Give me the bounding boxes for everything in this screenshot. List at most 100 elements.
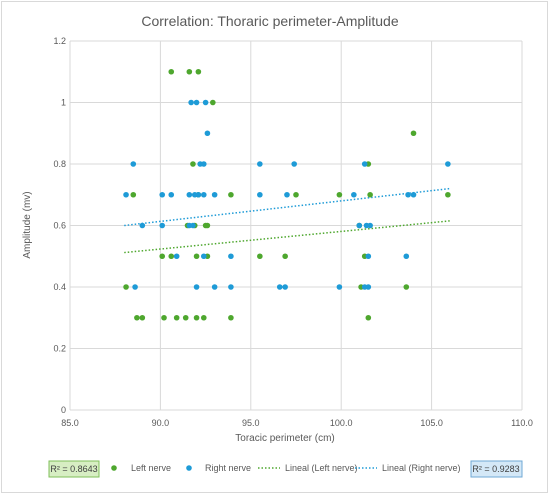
data-point-right-nerve: [284, 191, 290, 198]
data-point-right-nerve: [351, 191, 357, 198]
data-point-left-nerve: [130, 191, 137, 198]
data-point-left-nerve: [193, 253, 200, 260]
data-point-left-nerve: [123, 284, 129, 290]
r2-box-right: [470, 460, 523, 478]
r2-box-left: [48, 460, 100, 478]
data-point-right-nerve: [365, 253, 372, 260]
y-tick-label: 1.2: [53, 36, 66, 46]
data-point-left-nerve: [293, 191, 299, 198]
data-point-left-nerve: [168, 253, 175, 260]
y-tick-label: 0: [61, 405, 66, 415]
data-point-left-nerve: [336, 191, 343, 198]
y-tick-label: 0.6: [53, 221, 66, 231]
data-point-right-nerve: [211, 191, 218, 198]
data-point-right-nerve: [193, 99, 200, 106]
data-point-right-nerve: [367, 222, 373, 229]
data-point-right-nerve: [410, 191, 417, 198]
legend-label-trendline-left: Lineal (Left nerve): [285, 463, 358, 473]
x-tick-label: 90.0: [152, 418, 170, 428]
data-point-left-nerve: [365, 314, 372, 321]
data-point-right-nerve: [228, 284, 234, 290]
data-point-left-nerve: [228, 314, 234, 321]
data-point-left-nerve: [410, 130, 417, 137]
data-point-right-nerve: [336, 284, 343, 290]
x-tick-label: 100.0: [330, 418, 353, 428]
data-point-left-nerve: [159, 253, 166, 260]
y-tick-label: 1: [61, 98, 66, 108]
x-tick-label: 95.0: [242, 418, 260, 428]
legend-label-trendline-right: Lineal (Right nerve): [382, 463, 461, 473]
data-point-right-nerve: [204, 130, 211, 137]
data-point-right-nerve: [200, 161, 207, 167]
data-point-right-nerve: [193, 284, 200, 290]
y-tick-label: 0.2: [53, 344, 66, 354]
data-point-right-nerve: [257, 161, 263, 167]
data-point-right-nerve: [228, 253, 234, 260]
data-point-left-nerve: [190, 161, 196, 167]
data-point-right-nerve: [195, 191, 202, 198]
data-point-left-nerve: [134, 314, 140, 321]
data-point-right-nerve: [291, 161, 297, 167]
data-point-right-nerve: [356, 222, 363, 229]
x-axis-tick-labels: 85.0 90.0 95.0 100.0 105.0 110.0: [61, 418, 533, 428]
data-point-left-nerve: [210, 99, 216, 106]
data-point-left-nerve: [403, 284, 410, 290]
r2-label-right: R² = 0.9283: [470, 460, 523, 478]
legend-marker-left-nerve: [111, 465, 117, 471]
data-point-right-nerve: [202, 99, 209, 106]
data-point-right-nerve: [276, 284, 283, 290]
legend-marker-right-nerve: [186, 465, 192, 471]
data-point-right-nerve: [188, 99, 194, 106]
r2-text-left: R² = 0.8643: [50, 464, 97, 474]
data-point-right-nerve: [365, 284, 372, 290]
r2-label-left: R² = 0.8643: [48, 460, 100, 478]
data-point-right-nerve: [257, 191, 263, 198]
data-points: [123, 68, 451, 321]
data-point-right-nerve: [200, 253, 207, 260]
data-point-right-nerve: [282, 284, 288, 290]
r2-text-right: R² = 0.9283: [472, 464, 519, 474]
data-point-left-nerve: [173, 314, 180, 321]
data-point-left-nerve: [139, 314, 146, 321]
data-point-right-nerve: [403, 253, 410, 260]
data-point-right-nerve: [159, 222, 166, 229]
chart-frame: [1, 1, 548, 493]
y-tick-label: 0.8: [53, 159, 66, 169]
data-point-left-nerve: [445, 191, 451, 198]
data-point-right-nerve: [190, 222, 196, 229]
data-point-right-nerve: [132, 284, 138, 290]
legend: Left nerve Right nerve Lineal (Left nerv…: [111, 463, 461, 473]
x-tick-label: 85.0: [61, 418, 79, 428]
x-tick-label: 110.0: [511, 418, 533, 428]
data-point-right-nerve: [139, 222, 146, 229]
data-point-left-nerve: [200, 314, 207, 321]
data-point-right-nerve: [123, 191, 129, 198]
data-point-right-nerve: [405, 191, 411, 198]
data-point-left-nerve: [161, 314, 167, 321]
chart-title: Correlation: Thoraric perimeter-Amplitud…: [141, 13, 398, 29]
data-point-left-nerve: [195, 68, 202, 75]
legend-label-right-nerve: Right nerve: [205, 463, 251, 473]
y-axis-label: Amplitude (mv): [22, 191, 33, 258]
data-point-left-nerve: [182, 314, 189, 321]
data-point-right-nerve: [200, 191, 207, 198]
data-point-left-nerve: [168, 68, 175, 75]
data-point-right-nerve: [186, 191, 193, 198]
data-point-left-nerve: [367, 191, 373, 198]
y-tick-label: 0.4: [53, 282, 66, 292]
data-point-left-nerve: [204, 222, 211, 229]
data-point-left-nerve: [228, 191, 234, 198]
data-point-left-nerve: [186, 68, 193, 75]
data-point-right-nerve: [361, 161, 368, 167]
data-point-right-nerve: [130, 161, 137, 167]
y-axis-tick-labels: 0 0.2 0.4 0.6 0.8 1 1.2: [53, 36, 66, 415]
data-point-left-nerve: [282, 253, 288, 260]
x-tick-label: 105.0: [420, 418, 443, 428]
data-point-right-nerve: [445, 161, 451, 167]
data-point-right-nerve: [159, 191, 166, 198]
x-axis-label: Toracic perimeter (cm): [235, 433, 334, 444]
data-point-right-nerve: [168, 191, 175, 198]
data-point-left-nerve: [193, 314, 200, 321]
